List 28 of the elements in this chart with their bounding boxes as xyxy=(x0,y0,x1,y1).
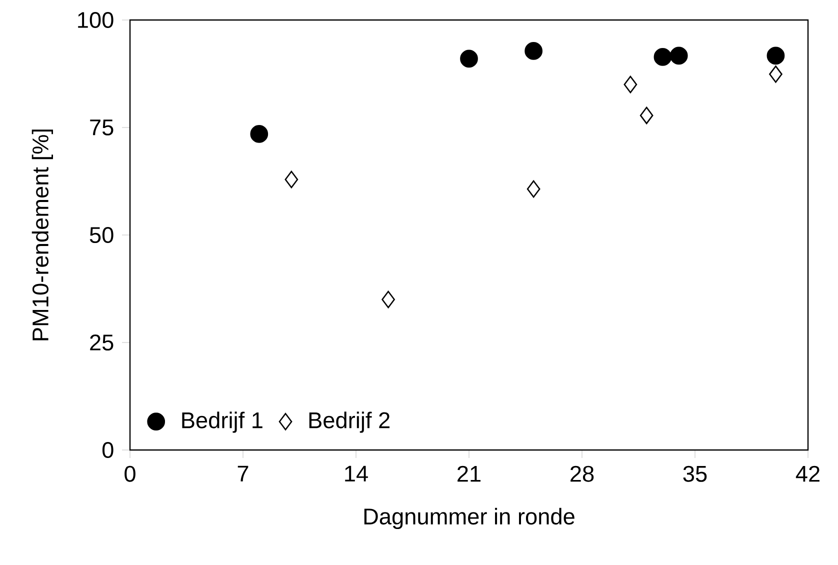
y-tick-label: 75 xyxy=(90,120,114,136)
y-tick-label: 50 xyxy=(90,226,114,244)
y-tick-label: 25 xyxy=(90,334,114,351)
point xyxy=(640,106,654,124)
y-axis-title: PM10-rendement [%] xyxy=(32,130,53,340)
legend-label: Bedrijf 1 xyxy=(182,412,262,433)
legend-label: Bedrijf 2 xyxy=(309,412,390,433)
point xyxy=(624,76,638,94)
point xyxy=(284,170,298,188)
point xyxy=(654,48,672,66)
x-tick-label: 7 xyxy=(238,466,248,482)
point xyxy=(524,42,543,60)
x-tick-label: 0 xyxy=(124,466,136,482)
point xyxy=(769,66,782,83)
point xyxy=(766,46,785,65)
point xyxy=(460,50,478,68)
y-tick-label: 0 xyxy=(102,442,114,458)
point xyxy=(382,290,395,308)
x-tick-label: 21 xyxy=(458,466,480,482)
point xyxy=(670,46,688,65)
point xyxy=(250,125,268,143)
x-axis-title: Dagnummer in ronde xyxy=(364,508,574,530)
point xyxy=(526,180,540,198)
y-tick-label: 100 xyxy=(78,12,114,28)
x-tick-label: 42 xyxy=(796,466,820,482)
x-tick-label: 35 xyxy=(683,466,707,482)
x-tick-label: 14 xyxy=(345,466,368,482)
x-tick-label: 28 xyxy=(570,466,594,482)
